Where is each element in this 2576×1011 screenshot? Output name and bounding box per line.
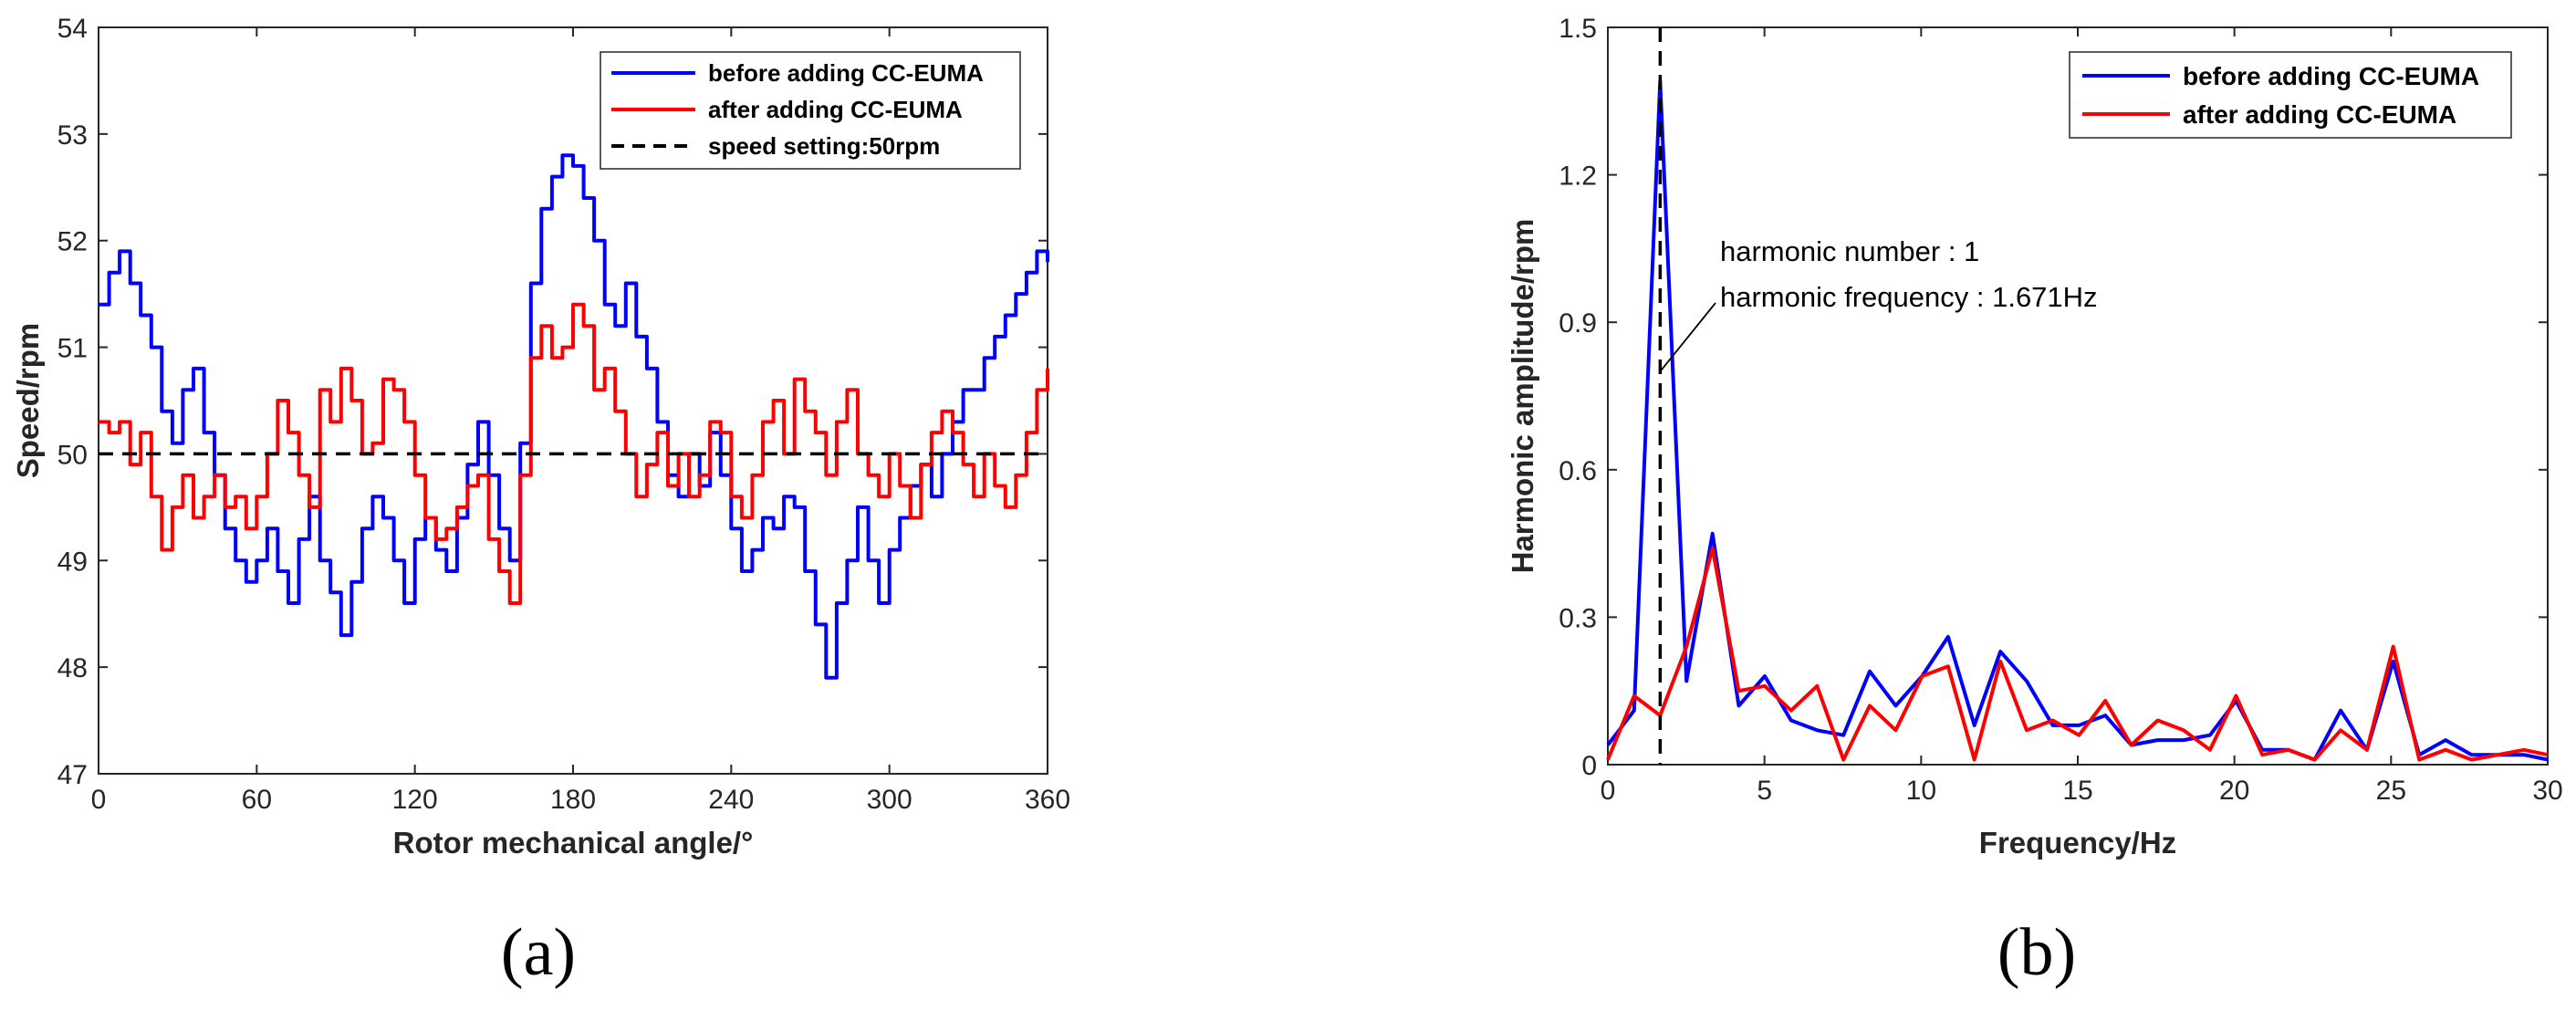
chart-a-legend-label-after: after adding CC-EUMA xyxy=(708,96,963,123)
chart-b-xtick-label: 10 xyxy=(1906,776,1936,806)
chart-a-xtick-label: 0 xyxy=(91,785,107,815)
chart-a-xtick-label: 300 xyxy=(867,785,913,815)
chart-a-ytick-label: 47 xyxy=(57,760,88,790)
chart-a-xtick-label: 180 xyxy=(550,785,596,815)
chart-b-annotation-pointer xyxy=(1659,302,1716,372)
chart-a-ytick-label: 49 xyxy=(57,547,88,577)
chart-b-xtick-label: 15 xyxy=(2062,776,2092,806)
chart-b-legend-label-after: after adding CC-EUMA xyxy=(2183,100,2456,129)
chart-a-xlabel: Rotor mechanical angle/° xyxy=(393,826,754,860)
chart-b-xtick-label: 30 xyxy=(2532,776,2562,806)
chart-a-ytick-label: 53 xyxy=(57,120,88,151)
chart-b-xlabel: Frequency/Hz xyxy=(1979,826,2176,860)
chart-a-xtick-label: 60 xyxy=(242,785,272,815)
chart-a-legend-label-setpoint: speed setting:50rpm xyxy=(708,132,940,160)
chart-b-xtick-label: 25 xyxy=(2376,776,2406,806)
chart-b-ytick-label: 1.5 xyxy=(1559,14,1597,44)
chart-a-xtick-label: 120 xyxy=(392,785,438,815)
chart-b-legend-label-before: before adding CC-EUMA xyxy=(2183,62,2479,90)
chart-b-ytick-label: 1.2 xyxy=(1559,162,1597,192)
chart-b-ylabel: Harmonic amplitude/rpm xyxy=(1506,219,1539,574)
chart-a-ytick-label: 52 xyxy=(57,227,88,257)
chart-b-series-after xyxy=(1606,547,2549,762)
chart-b-xtick-label: 0 xyxy=(1601,776,1616,806)
chart-a-ytick-label: 48 xyxy=(57,653,88,683)
chart-b-ytick-label: 0.9 xyxy=(1559,308,1597,339)
chart-b-legend: before adding CC-EUMA after adding CC-EU… xyxy=(2069,51,2512,139)
chart-a-legend-label-before: before adding CC-EUMA xyxy=(708,59,984,87)
chart-a: 0 60 120 180 240 300 360 47 48 49 50 51 52 53 54 befor… xyxy=(11,14,1070,990)
chart-b-plot-area xyxy=(1607,26,2549,766)
chart-b: 0 5 10 15 20 25 30 0 0.3 0.6 0.9 1.2 1.5 before addi… xyxy=(1506,14,2563,990)
chart-b-ytick-label: 0.3 xyxy=(1559,603,1597,633)
chart-b-xtick-label: 20 xyxy=(2219,776,2249,806)
chart-a-ytick-label: 50 xyxy=(57,440,88,470)
chart-a-series-before xyxy=(99,153,1049,680)
chart-b-panel-label: (b) xyxy=(1997,915,2076,990)
chart-b-annotation-line-2: harmonic frequency : 1.671Hz xyxy=(1720,281,2098,313)
chart-b-annotation-line-1: harmonic number : 1 xyxy=(1720,235,1979,267)
chart-b-ytick-label: 0.6 xyxy=(1559,456,1597,486)
chart-a-ytick-label: 54 xyxy=(57,14,88,44)
chart-a-xtick-label: 240 xyxy=(708,785,754,815)
chart-a-legend: before adding CC-EUMA after adding CC-EU… xyxy=(600,51,1021,170)
chart-b-xtick-label: 5 xyxy=(1757,776,1772,806)
chart-b-annotation: harmonic number : 1 harmonic frequency :… xyxy=(1659,235,2098,372)
chart-b-series-before xyxy=(1606,79,2549,762)
chart-b-legend-box xyxy=(2069,51,2512,139)
chart-a-panel-label: (a) xyxy=(501,915,576,990)
chart-a-ylabel: Speed/rpm xyxy=(11,323,45,479)
chart-b-ytick-label: 0 xyxy=(1581,751,1597,781)
chart-a-ytick-label: 51 xyxy=(57,334,88,364)
chart-a-xtick-label: 360 xyxy=(1025,785,1070,815)
